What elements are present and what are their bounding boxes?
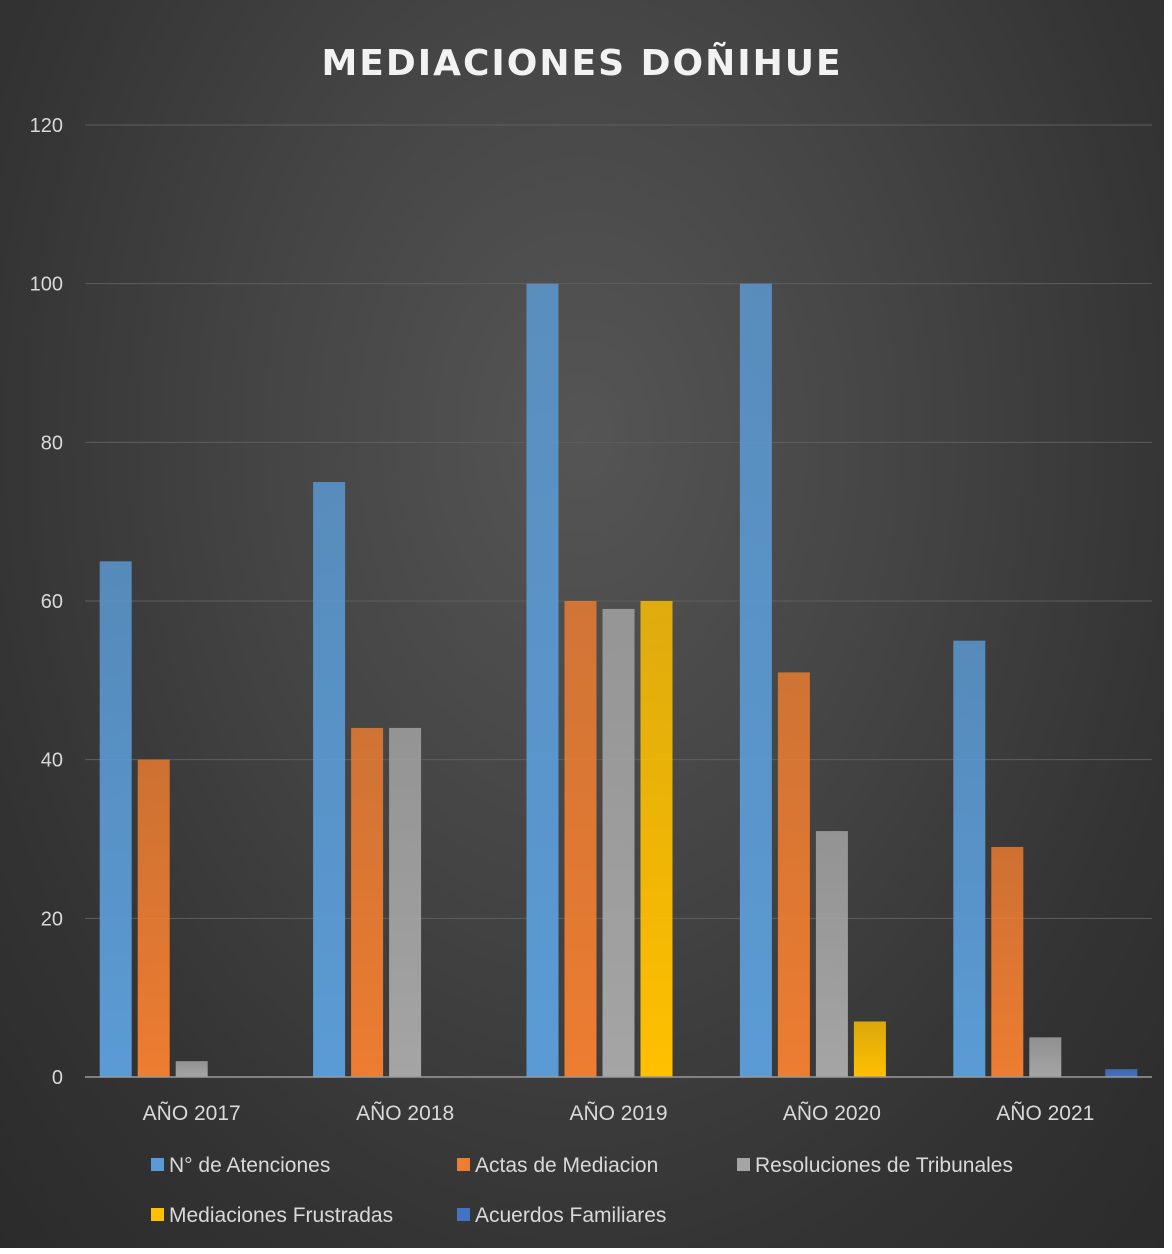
legend-swatch [457, 1208, 470, 1221]
legend-label: Acuerdos Familiares [475, 1204, 666, 1227]
legend-label: N° de Atenciones [169, 1154, 330, 1177]
x-category-label: AÑO 2017 [143, 1101, 241, 1125]
y-axis-ticks: 0 20 40 60 80 100 120 [30, 115, 63, 1089]
bar-1-1 [351, 727, 384, 1077]
y-tick-label: 60 [41, 591, 63, 613]
bar-2-0 [526, 283, 559, 1078]
legend-label: Actas de Mediacion [475, 1154, 658, 1177]
x-category-label: AÑO 2021 [996, 1101, 1094, 1125]
bar-4-2 [1029, 1037, 1062, 1077]
bar-1-2 [389, 727, 422, 1077]
chart-title: MEDIACIONES DOÑIHUE [321, 42, 842, 84]
bar-4-1 [991, 846, 1024, 1077]
x-category-label: AÑO 2018 [356, 1101, 454, 1125]
y-tick-label: 40 [41, 750, 63, 772]
legend-swatch [151, 1208, 164, 1221]
bars [99, 283, 1138, 1078]
bar-0-0 [99, 561, 132, 1077]
x-category-label: AÑO 2020 [783, 1101, 881, 1125]
legend: N° de Atenciones Actas de Mediacion Resolu… [151, 1154, 1013, 1227]
legend-label: Resoluciones de Tribunales [755, 1154, 1013, 1177]
bar-2-2 [602, 608, 635, 1077]
legend-label: Mediaciones Frustradas [169, 1204, 393, 1227]
x-axis-categories: AÑO 2017 AÑO 2018 AÑO 2019 AÑO 2020 AÑO 2021 [143, 1101, 1095, 1125]
legend-swatch [737, 1158, 750, 1171]
bar-0-2 [175, 1061, 208, 1077]
y-tick-label: 0 [52, 1067, 63, 1089]
bar-3-2 [815, 831, 848, 1077]
y-tick-label: 100 [30, 274, 63, 296]
legend-swatch [457, 1158, 470, 1171]
y-tick-label: 80 [41, 432, 63, 454]
bar-2-1 [564, 601, 597, 1077]
bar-1-0 [313, 482, 346, 1077]
bar-2-3 [640, 601, 673, 1077]
bar-4-4 [1105, 1069, 1138, 1077]
bar-0-1 [137, 759, 170, 1077]
bar-3-3 [853, 1021, 886, 1077]
legend-swatch [151, 1158, 164, 1171]
y-tick-label: 120 [30, 115, 63, 137]
x-category-label: AÑO 2019 [569, 1101, 667, 1125]
bar-3-0 [739, 283, 772, 1078]
y-tick-label: 20 [41, 908, 63, 930]
bar-3-1 [777, 672, 810, 1077]
bar-4-0 [953, 640, 986, 1077]
